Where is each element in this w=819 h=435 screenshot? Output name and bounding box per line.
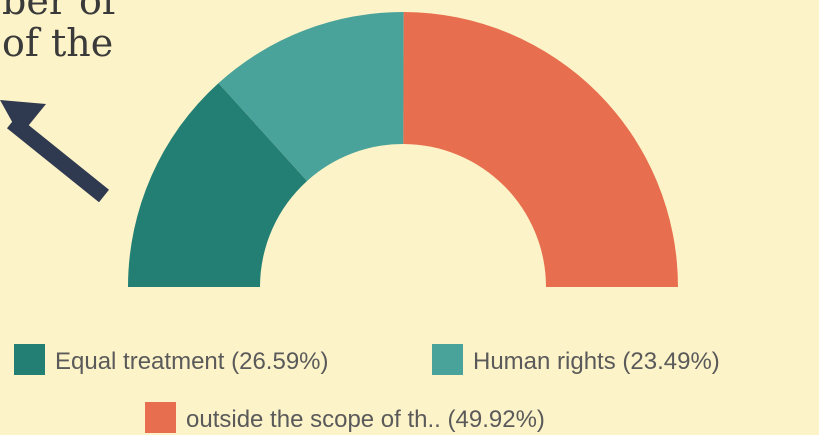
legend-name: Equal treatment: [55, 348, 225, 375]
slice: [403, 12, 678, 288]
slice: [218, 12, 404, 181]
legend-label: outside the scope of th.. (49.92%): [186, 406, 545, 433]
legend-name: outside the scope of th..: [186, 406, 441, 433]
legend-swatch: [432, 344, 463, 375]
legend-swatch: [145, 402, 176, 433]
annotation-line: of the: [2, 21, 113, 65]
arrow: [0, 100, 110, 203]
annotation-line: ber of: [2, 0, 119, 23]
arrow-head: [0, 100, 46, 136]
legend-label: Equal treatment (26.59%): [55, 348, 329, 375]
legend-label: Human rights (23.49%): [473, 348, 720, 375]
slice: [128, 83, 308, 287]
legend-name: Human rights: [473, 348, 616, 375]
legend-value: (49.92%): [448, 406, 545, 433]
legend-swatch: [14, 344, 45, 375]
arrow-shaft: [6, 115, 110, 203]
legend-value: (23.49%): [622, 348, 719, 375]
legend-value: (26.59%): [231, 348, 328, 375]
